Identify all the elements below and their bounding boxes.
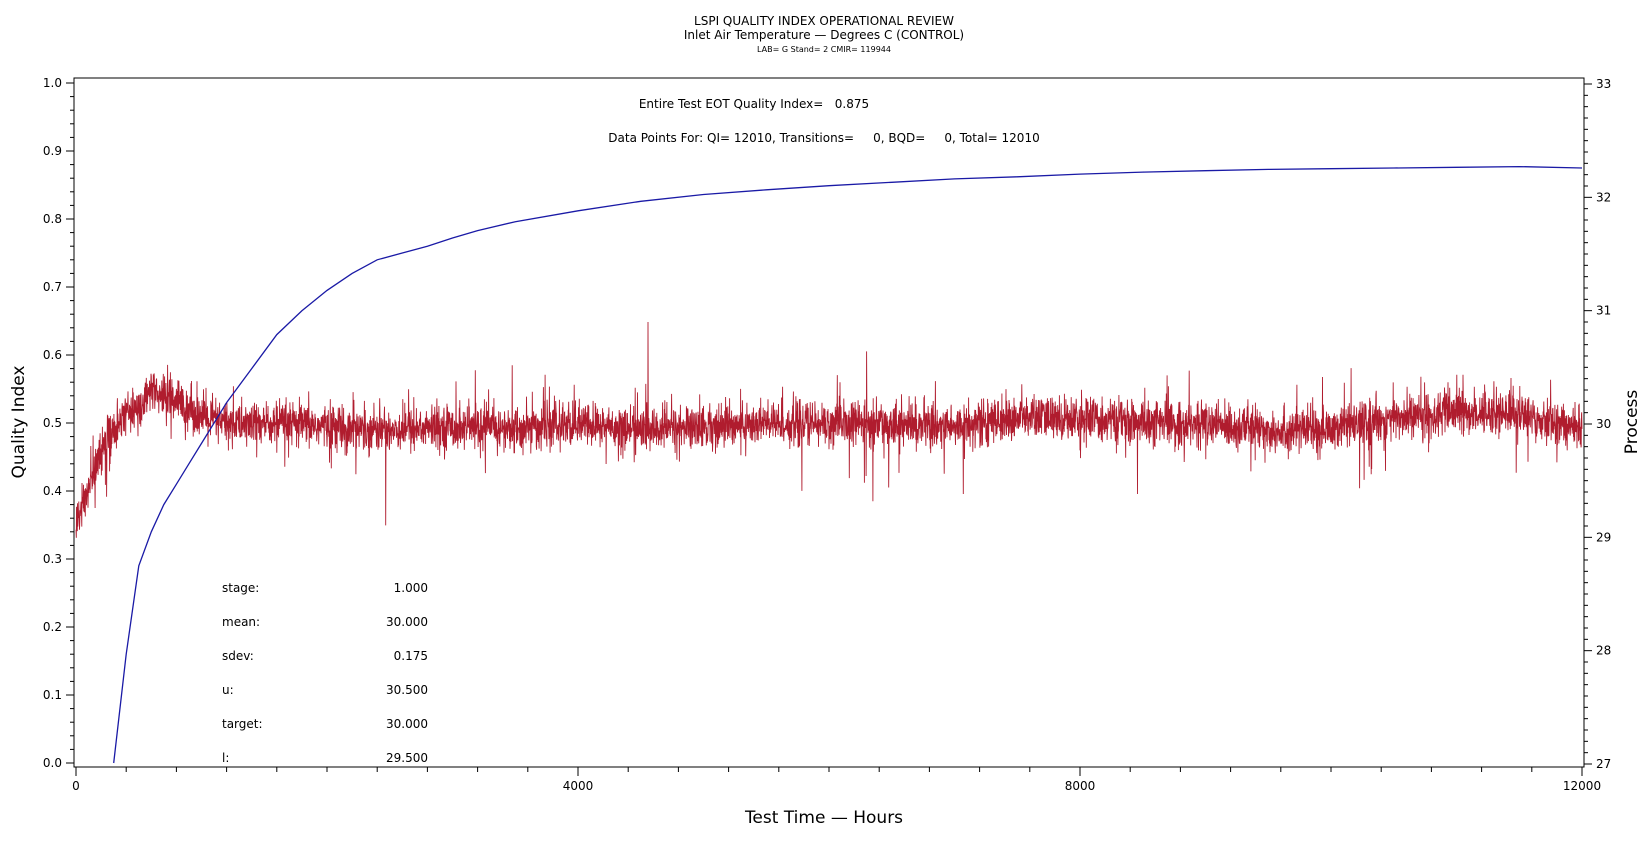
series-quality-index-line	[113, 165, 1583, 764]
annotation-quality-index: Entire Test EOT Quality Index= 0.875	[639, 97, 869, 111]
y-tick-label: 0.3	[43, 552, 62, 566]
y-tick-label: 0.1	[43, 688, 62, 702]
y2-tick-label: 31	[1596, 304, 1611, 318]
y2-tick-label: 29	[1596, 530, 1611, 544]
annotation-data-points: Data Points For: QI= 12010, Transitions=…	[608, 131, 1039, 145]
y2-tick-label: 28	[1596, 644, 1611, 658]
y2-tick-label: 33	[1596, 77, 1611, 91]
x-tick-label: 4000	[563, 779, 594, 793]
y-tick-label: 0.0	[43, 756, 62, 770]
chart-subtitle: Inlet Air Temperature — Degrees C (CONTR…	[684, 28, 964, 42]
y-tick-label: 0.6	[43, 348, 62, 362]
chart-subsubtitle: LAB= G Stand= 2 CMIR= 119944	[757, 45, 891, 54]
y-tick-label: 0.7	[43, 280, 62, 294]
stat-value: 30.000	[386, 717, 428, 731]
x-axis: 0 4000 8000 12000	[72, 767, 1601, 793]
series-layer	[75, 165, 1583, 764]
y-axis-right: 27 28 29 30 31 32 33	[1584, 77, 1611, 771]
y-tick-label: 0.4	[43, 484, 62, 498]
stat-value: 30.500	[386, 683, 428, 697]
y-tick-label: 1.0	[43, 76, 62, 90]
stat-value: 0.175	[394, 649, 428, 663]
x-axis-label: Test Time — Hours	[744, 808, 903, 828]
chart-title: LSPI QUALITY INDEX OPERATIONAL REVIEW	[694, 14, 954, 28]
y-axis-left: 0.0 0.1 0.2 0.3 0.4 0.5 0.6 0.7 0.8 0.9 1.0	[43, 76, 74, 770]
stat-label: target:	[222, 717, 263, 731]
stat-label: mean:	[222, 615, 260, 629]
stat-value: 1.000	[394, 581, 428, 595]
stat-label: l:	[222, 751, 229, 765]
y2-tick-label: 32	[1596, 190, 1611, 204]
y-tick-label: 0.8	[43, 212, 62, 226]
y2-axis-label: Process	[1622, 390, 1642, 455]
stat-label: stage:	[222, 581, 259, 595]
y2-tick-label: 30	[1596, 417, 1611, 431]
y-tick-label: 0.5	[43, 416, 62, 430]
stats-block: stage: 1.000 mean: 30.000 sdev: 0.175 u: 30.500…	[222, 581, 428, 765]
series-process-line	[75, 321, 1583, 538]
x-tick-label: 12000	[1563, 779, 1601, 793]
stat-value: 29.500	[386, 751, 428, 765]
y-tick-label: 0.2	[43, 620, 62, 634]
x-tick-label: 8000	[1065, 779, 1096, 793]
y-axis-label: Quality Index	[9, 366, 29, 479]
stat-label: sdev:	[222, 649, 254, 663]
stat-label: u:	[222, 683, 234, 697]
y-tick-label: 0.9	[43, 144, 62, 158]
stat-value: 30.000	[386, 615, 428, 629]
x-tick-label: 0	[72, 779, 80, 793]
y2-tick-label: 27	[1596, 757, 1611, 771]
